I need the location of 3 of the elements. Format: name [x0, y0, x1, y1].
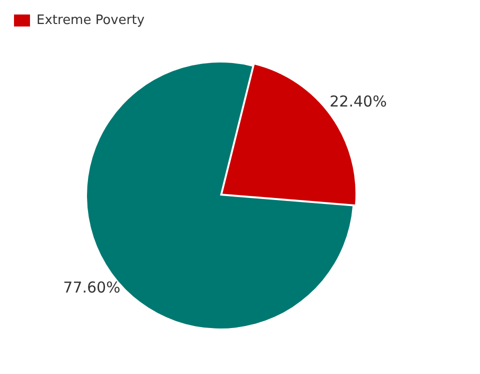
data-label: 77.60%	[63, 278, 120, 296]
legend-label: Extreme Poverty	[36, 12, 145, 28]
data-label: 22.40%	[330, 92, 387, 110]
